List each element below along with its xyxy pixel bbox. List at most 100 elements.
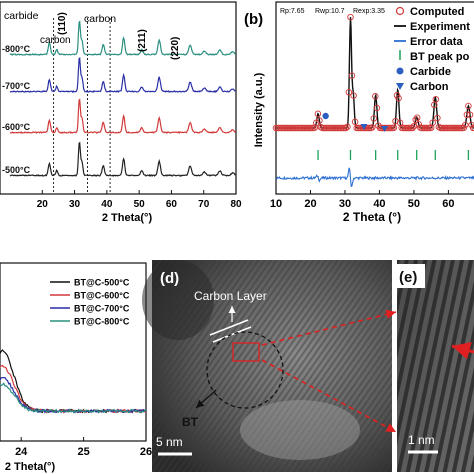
trace-label-1: -700°C (2, 81, 31, 91)
annotation-carbon-right: carbon (84, 13, 116, 25)
x-tick-label-a: 60 (166, 199, 178, 210)
panel-a-x-ticks: 20 30 40 50 60 70 80 (37, 190, 242, 210)
tem-bright-region (240, 400, 360, 460)
computed-point (413, 114, 421, 121)
computed-point (471, 124, 474, 132)
legend-carbon-marker (396, 83, 404, 90)
trace-label-0: -800°C (2, 44, 31, 54)
scale-bar-d-label: 5 nm (156, 435, 183, 449)
computed-point (370, 115, 378, 122)
bt-arrow (195, 389, 217, 409)
computed-point (342, 124, 350, 132)
computed-point (350, 92, 357, 99)
panel-b-x-label: 2 Theta (°) (343, 210, 401, 224)
computed-point (368, 124, 376, 131)
peak-label-110: (110) (57, 12, 68, 35)
panel-d: (d) Carbon Layer BT 5 nm (142, 260, 397, 472)
x-tick-label-c: 24 (15, 446, 28, 458)
computed-point (432, 96, 440, 103)
computed-point (314, 110, 322, 118)
legend-computed-marker (395, 6, 405, 16)
zoom-trace-3 (0, 382, 147, 414)
panel-b-plot (272, 13, 474, 188)
xrd-trace-1 (9, 56, 236, 94)
zoom-trace-0 (0, 349, 147, 414)
scale-bar-e-label: 1 nm (408, 433, 435, 447)
computed-point (412, 116, 419, 123)
panel-a-traces (9, 20, 236, 178)
panel-a-guide-lines (53, 18, 111, 194)
computed-point (345, 89, 353, 96)
legend-carbide-label: Carbide (410, 66, 451, 78)
x-tick-label-b: 60 (442, 198, 454, 210)
panel-a-frame (0, 1, 237, 195)
tem-dark-region (142, 260, 214, 340)
panel-b-legend: Computed Experiment Error data BT peak p… (394, 6, 470, 93)
stat-rp: Rp:7.65 (280, 8, 305, 15)
peak-label-220: (220) (170, 37, 181, 60)
legend-label-c-3: BT@C-800°C (74, 317, 130, 327)
panel-d-label: (d) (160, 270, 179, 287)
carbon-marker (360, 124, 368, 130)
computed-point (390, 124, 398, 131)
computed-point (429, 119, 436, 126)
legend-label-c-2: BT@C-700°C (74, 304, 130, 314)
panel-e-label: (e) (399, 269, 417, 286)
panel-a-trace-labels: -800°C -700°C -600°C -500°C (2, 44, 31, 175)
xrd-trace-0 (9, 20, 236, 56)
panel-c-frame (0, 262, 147, 442)
legend-error-label: Error data (410, 36, 463, 48)
panel-b-frame (275, 1, 474, 195)
panel-a: -800°C-700°C-600°C-500°C carbide carbon … (0, 1, 242, 224)
zoom-arrow-bottom (261, 359, 397, 433)
panel-b: (b) Intensity (a.u.) Rp:7.65 Rwp:10.7 Re… (244, 1, 474, 224)
computed-point (372, 93, 379, 100)
legend-label-c-0: BT@C-500°C (74, 278, 130, 288)
computed-point (392, 117, 399, 125)
bt-label: BT (182, 415, 199, 429)
computed-point (463, 111, 471, 118)
carbon-layer-label: Carbon Layer (194, 289, 267, 303)
computed-point (462, 121, 469, 129)
legend-experiment-label: Experiment (410, 21, 470, 33)
error-curve (275, 167, 474, 188)
zoom-box (232, 342, 260, 362)
carbon-marker (381, 126, 389, 132)
legend-label-c-1: BT@C-600°C (74, 291, 130, 301)
x-tick-label-a: 50 (134, 199, 146, 210)
computed-point (347, 13, 354, 21)
x-tick-label-b: 30 (339, 198, 351, 210)
panel-b-y-label: Intensity (a.u.) (253, 72, 265, 147)
bt-particle-outline (206, 331, 284, 409)
x-tick-label-b: 50 (408, 198, 420, 210)
annotation-carbon-left: carbon (40, 35, 71, 46)
panel-b-label: (b) (244, 11, 263, 28)
computed-point (395, 94, 402, 102)
computed-point (409, 124, 416, 132)
trace-label-3: -500°C (2, 165, 31, 175)
x-tick-label-a: 30 (69, 199, 81, 210)
panel-c: BT@C-500°C BT@C-600°C BT@C-700°C BT@C-800°C… (0, 262, 152, 473)
xrd-trace-3 (9, 141, 236, 178)
computed-point (348, 72, 356, 79)
x-tick-label-c: 25 (77, 446, 89, 458)
x-tick-label-a: 20 (37, 199, 49, 210)
computed-point (344, 123, 351, 131)
stat-rexp: Rexp:3.35 (353, 8, 385, 15)
legend-carbide-marker (396, 67, 404, 75)
x-tick-label-c: 26 (140, 446, 152, 458)
x-tick-label-b: 20 (304, 198, 316, 210)
legend-computed-label: Computed (410, 6, 464, 18)
carbide-marker (322, 112, 329, 120)
panel-a-x-label: 2 Theta(°) (102, 212, 153, 224)
x-tick-label-a: 40 (101, 199, 113, 210)
zoom-trace-2 (0, 377, 147, 414)
legend-bt-peak-label: BT peak po (410, 51, 470, 63)
x-tick-label-a: 70 (198, 199, 210, 210)
panel-e: (e) 1 nm (397, 260, 474, 472)
x-tick-label-b: 40 (373, 198, 385, 210)
legend-carbon-label: Carbon (410, 81, 449, 93)
tem-lattice-fringes-e (397, 260, 474, 472)
trace-label-2: -600°C (2, 122, 31, 132)
